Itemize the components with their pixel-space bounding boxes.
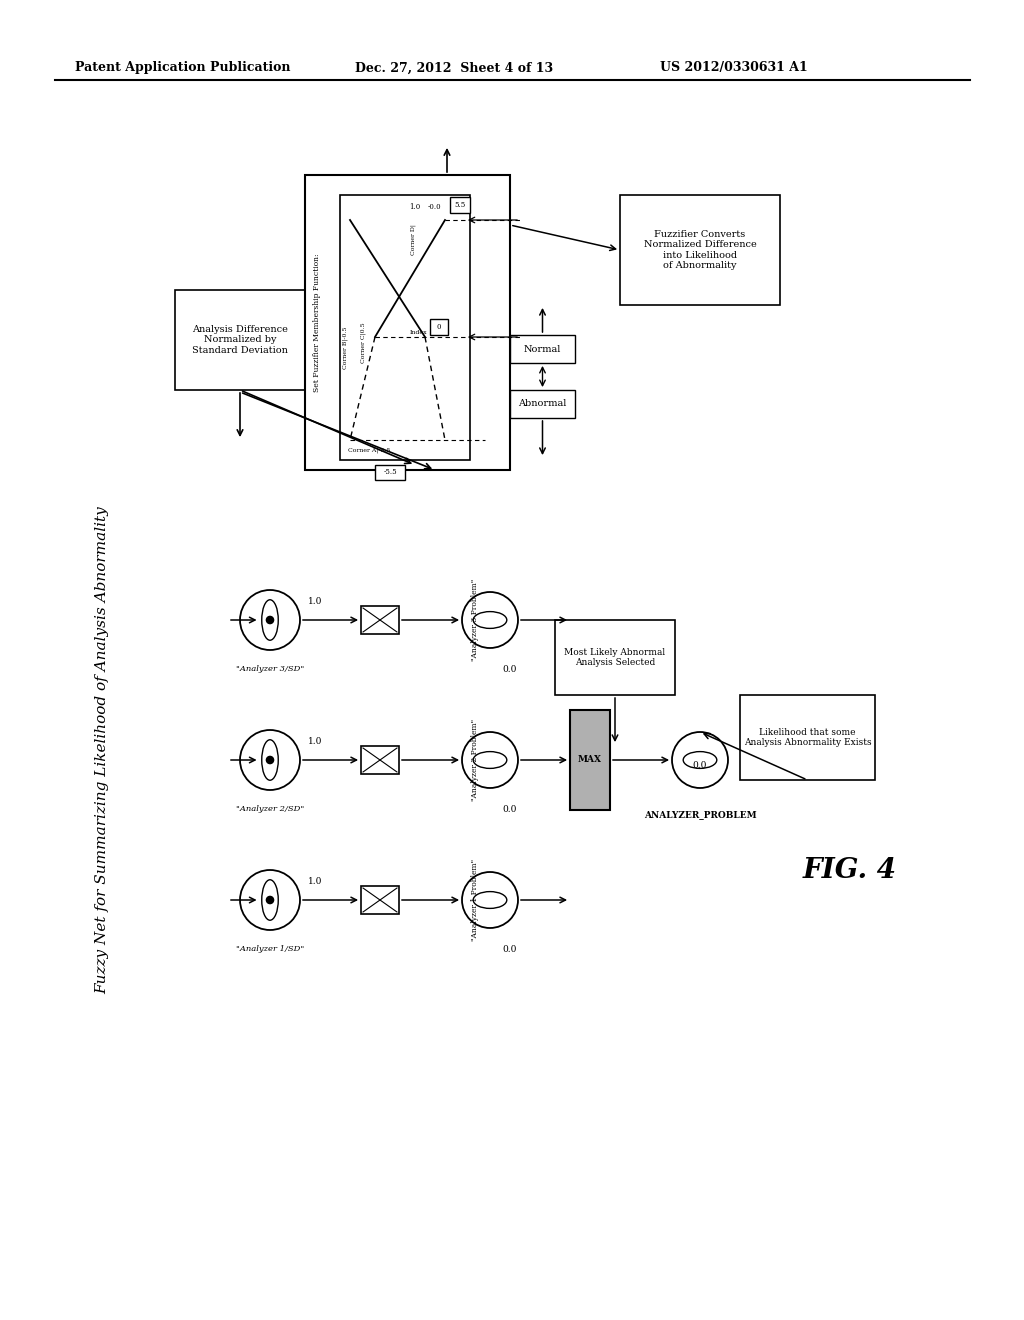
Text: Index: Index	[410, 330, 428, 335]
Circle shape	[266, 616, 273, 623]
Text: Set Fuzzifier Membership Function:: Set Fuzzifier Membership Function:	[313, 253, 321, 392]
Bar	[340, 195, 470, 459]
Text: "Analyzer 2 Problem": "Analyzer 2 Problem"	[471, 719, 479, 801]
Text: "Analyzer 2/SD": "Analyzer 2/SD"	[236, 805, 304, 813]
Bar	[175, 290, 305, 389]
Text: 0: 0	[437, 323, 441, 331]
Text: 0.0: 0.0	[693, 762, 708, 770]
Text: Abnormal: Abnormal	[518, 400, 566, 408]
Text: FIG. 4: FIG. 4	[803, 857, 897, 883]
Text: 0.0: 0.0	[503, 665, 517, 675]
Text: Normal: Normal	[524, 345, 561, 354]
Text: ANALYZER_PROBLEM: ANALYZER_PROBLEM	[644, 810, 757, 818]
Text: Most Likely Abnormal
Analysis Selected: Most Likely Abnormal Analysis Selected	[564, 648, 666, 667]
Bar	[555, 620, 675, 696]
Text: "Analyzer 3/SD": "Analyzer 3/SD"	[236, 665, 304, 673]
Text: Fuzzifier Converts
Normalized Difference
into Likelihood
of Abnormality: Fuzzifier Converts Normalized Difference…	[644, 230, 757, 271]
Text: "Analyzer 3 Problem": "Analyzer 3 Problem"	[471, 579, 479, 661]
Text: Corner B|-0.5: Corner B|-0.5	[342, 326, 347, 368]
Text: US 2012/0330631 A1: US 2012/0330631 A1	[660, 62, 808, 74]
Bar	[361, 886, 399, 913]
Text: "Analyzer 1 Problem": "Analyzer 1 Problem"	[471, 859, 479, 941]
Text: 1.0: 1.0	[308, 878, 323, 887]
Circle shape	[266, 756, 273, 763]
Text: Corner C|0.5: Corner C|0.5	[360, 322, 366, 363]
Bar	[430, 319, 449, 335]
Bar	[305, 176, 510, 470]
Text: Likelihood that some
Analysis Abnormality Exists: Likelihood that some Analysis Abnormalit…	[743, 727, 871, 747]
Circle shape	[266, 896, 273, 904]
Bar	[570, 710, 610, 810]
Bar	[740, 696, 874, 780]
Text: 0.0: 0.0	[503, 945, 517, 954]
Text: "Analyzer 1/SD": "Analyzer 1/SD"	[236, 945, 304, 953]
Text: Corner D|: Corner D|	[410, 224, 416, 256]
Text: 1.0: 1.0	[308, 738, 323, 747]
Text: Patent Application Publication: Patent Application Publication	[75, 62, 291, 74]
Bar	[361, 606, 399, 634]
Text: Dec. 27, 2012  Sheet 4 of 13: Dec. 27, 2012 Sheet 4 of 13	[355, 62, 553, 74]
Bar	[510, 389, 575, 418]
Text: Corner A|-5.5: Corner A|-5.5	[348, 447, 390, 453]
Text: 1.0: 1.0	[308, 598, 323, 606]
Text: 1.0: 1.0	[410, 203, 421, 211]
Text: 0.0: 0.0	[503, 805, 517, 814]
Text: Analysis Difference
Normalized by
Standard Deviation: Analysis Difference Normalized by Standa…	[193, 325, 288, 355]
Bar	[375, 465, 406, 480]
Text: Fuzzy Net for Summarizing Likelihood of Analysis Abnormality: Fuzzy Net for Summarizing Likelihood of …	[95, 506, 109, 994]
Text: -5.5: -5.5	[383, 469, 397, 477]
Bar	[510, 335, 575, 363]
Bar	[620, 195, 780, 305]
Bar	[450, 197, 470, 213]
Text: MAX: MAX	[578, 755, 602, 764]
Text: -0.0: -0.0	[428, 203, 441, 211]
Text: 5.5: 5.5	[455, 201, 466, 209]
Bar	[361, 746, 399, 774]
